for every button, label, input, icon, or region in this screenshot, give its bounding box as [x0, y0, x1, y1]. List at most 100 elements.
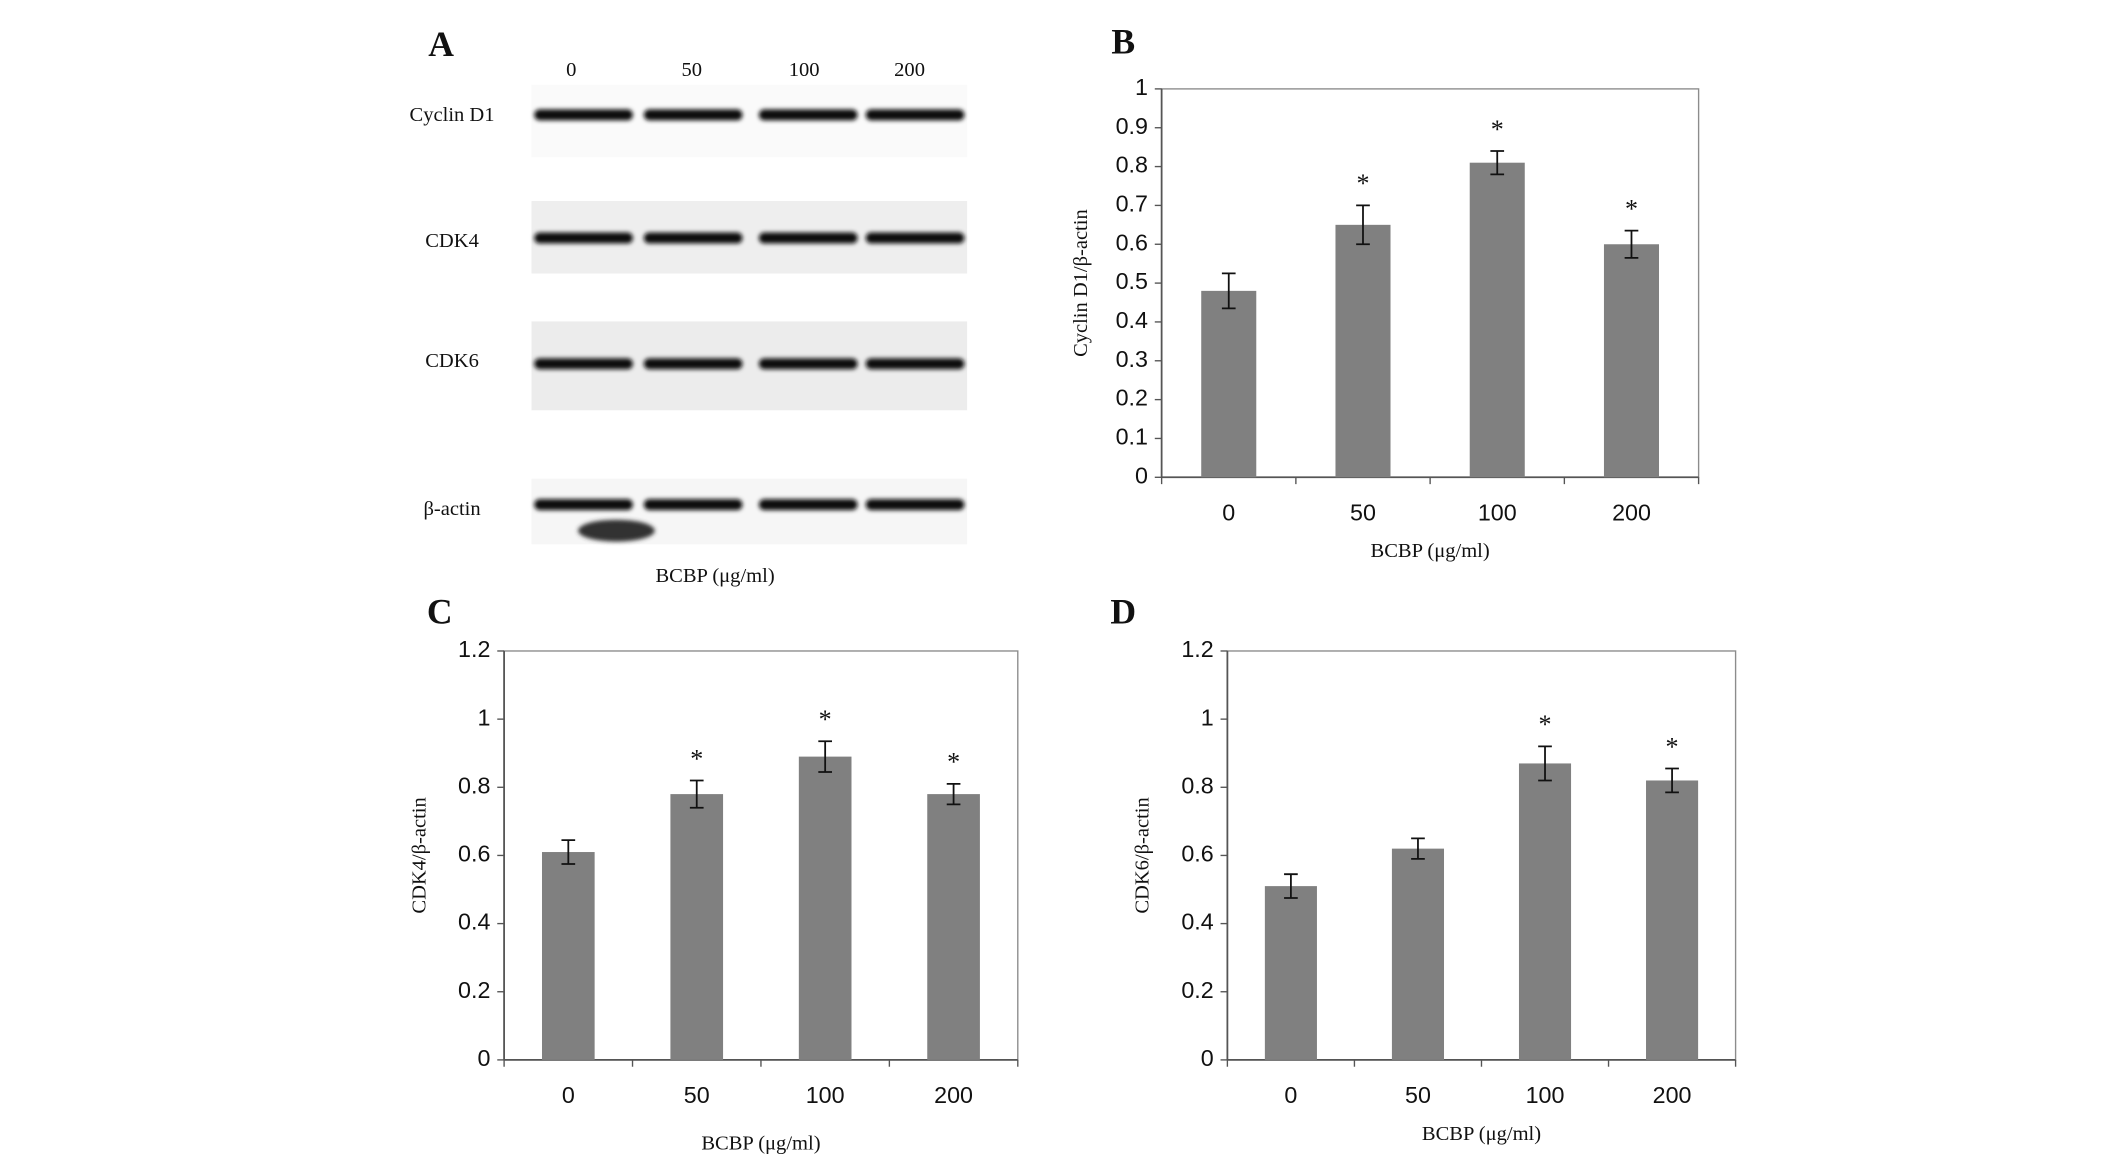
- error-bar: [561, 839, 576, 865]
- bar: [1603, 244, 1660, 478]
- error-bar: [689, 779, 704, 809]
- bar: [670, 794, 724, 1060]
- x-tick-label: 50: [1350, 499, 1376, 525]
- y-tick-label: 1: [1201, 704, 1214, 730]
- lane-label: 100: [789, 59, 820, 81]
- x-tick-label: 200: [934, 1082, 973, 1108]
- significance-mark: *: [947, 748, 960, 777]
- x-tick-label: 100: [1478, 499, 1517, 525]
- bar: [1264, 886, 1317, 1060]
- x-axis-label: BCBP (μg/ml): [655, 565, 774, 587]
- blot-band: [534, 232, 633, 244]
- bar: [1646, 780, 1699, 1060]
- y-tick-label: 0: [1201, 1045, 1214, 1071]
- blot-smear: [578, 519, 655, 542]
- panel-label: A: [428, 24, 454, 64]
- y-tick-label: 1: [1135, 74, 1148, 100]
- panel-label: D: [1110, 592, 1136, 632]
- band-label: Cyclin D1: [410, 104, 495, 126]
- x-tick-label: 100: [1526, 1082, 1565, 1108]
- blot-band: [643, 232, 743, 244]
- error-bar: [946, 782, 961, 806]
- blot-band: [758, 232, 858, 244]
- error-bar: [1665, 767, 1679, 794]
- y-tick-label: 0.8: [458, 772, 490, 798]
- significance-mark: *: [1539, 710, 1552, 739]
- error-bar: [1624, 229, 1639, 259]
- bar: [1335, 224, 1391, 478]
- y-axis-label: CDK4/β-actin: [408, 797, 430, 913]
- error-bar: [1411, 837, 1425, 860]
- x-tick-label: 0: [562, 1082, 575, 1108]
- x-axis-label: BCBP (μg/ml): [1371, 540, 1490, 562]
- bar: [1391, 848, 1445, 1060]
- error-bar: [1356, 204, 1370, 246]
- panel-label: C: [427, 592, 453, 632]
- y-tick-label: 0.2: [458, 977, 490, 1003]
- y-tick-label: 1.2: [1181, 636, 1213, 662]
- blot-band: [865, 109, 965, 121]
- x-tick-label: 100: [806, 1082, 845, 1108]
- lane-label: 0: [566, 59, 576, 81]
- y-tick-label: 0.9: [1116, 113, 1148, 139]
- y-tick-label: 0.1: [1116, 424, 1148, 450]
- y-tick-label: 0.6: [1181, 841, 1213, 867]
- y-tick-label: 0.8: [1181, 772, 1213, 798]
- blot-band: [865, 499, 965, 511]
- significance-mark: *: [1356, 169, 1369, 198]
- y-tick-label: 0.4: [458, 909, 490, 935]
- error-bar: [1538, 745, 1552, 782]
- blot-band: [758, 109, 858, 121]
- band-label: β-actin: [423, 498, 480, 520]
- error-bar: [1284, 873, 1298, 899]
- significance-mark: *: [1625, 194, 1638, 223]
- band-label: CDK6: [425, 350, 479, 372]
- blot-band: [865, 358, 965, 370]
- y-tick-label: 0.2: [1181, 977, 1213, 1003]
- blot-band: [758, 358, 858, 370]
- y-tick-label: 0: [1135, 462, 1148, 488]
- bar: [541, 852, 595, 1060]
- y-tick-label: 0.6: [1116, 229, 1148, 255]
- y-tick-label: 0.4: [1181, 909, 1213, 935]
- significance-mark: *: [1491, 115, 1504, 144]
- blot-band: [534, 499, 633, 511]
- blot-band: [643, 358, 743, 370]
- y-axis-label: Cyclin D1/β-actin: [1070, 209, 1092, 357]
- x-axis-label: BCBP (μg/ml): [701, 1132, 820, 1154]
- error-bar: [818, 740, 833, 773]
- blot-band: [643, 109, 743, 121]
- bar: [798, 756, 852, 1060]
- x-tick-label: 0: [1284, 1082, 1297, 1108]
- x-tick-label: 200: [1612, 499, 1651, 525]
- blot-band: [534, 358, 633, 370]
- x-tick-label: 50: [684, 1082, 710, 1108]
- band-label: CDK4: [425, 230, 479, 252]
- blot-strip: [531, 84, 968, 158]
- y-tick-label: 1.2: [458, 636, 490, 662]
- bar: [1469, 162, 1525, 478]
- panel-label: B: [1111, 21, 1135, 61]
- bar: [1518, 763, 1572, 1060]
- blot-band: [643, 499, 743, 511]
- x-tick-label: 0: [1222, 499, 1235, 525]
- blot-band: [758, 499, 858, 511]
- y-tick-label: 0: [477, 1045, 490, 1071]
- blot-band: [865, 232, 965, 244]
- y-tick-label: 0.7: [1116, 191, 1148, 217]
- y-tick-label: 0.3: [1116, 346, 1148, 372]
- lane-label: 200: [894, 59, 925, 81]
- y-tick-label: 0.2: [1116, 385, 1148, 411]
- lane-label: 50: [682, 59, 703, 81]
- x-tick-label: 200: [1653, 1082, 1692, 1108]
- bar: [927, 794, 980, 1060]
- significance-mark: *: [819, 705, 832, 734]
- y-tick-label: 0.5: [1116, 268, 1148, 294]
- significance-mark: *: [690, 744, 703, 773]
- x-tick-label: 50: [1405, 1082, 1431, 1108]
- error-bar: [1221, 272, 1236, 310]
- significance-mark: *: [1666, 732, 1679, 761]
- bar: [1201, 290, 1257, 478]
